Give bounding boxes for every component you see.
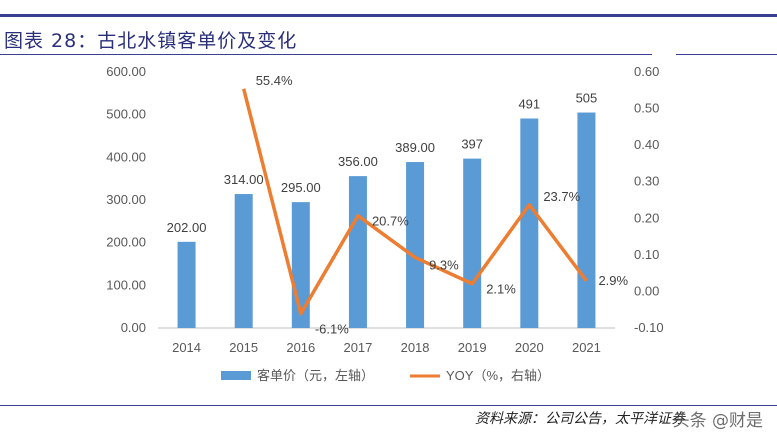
bar-value-labels: 202.00 314.00 295.00 356.00 389.00 397 491 505: [167, 91, 598, 235]
y-axis-right: -0.10 0.00 0.10 0.20 0.30 0.40 0.50 0.60: [634, 64, 664, 335]
bar-label-2019: 397: [461, 137, 483, 152]
x-tick-label: 2020: [515, 340, 544, 355]
yoy-line-series: [241, 88, 588, 316]
bottom-divider: [0, 405, 777, 406]
chart-title: 图表 28：古北水镇客单价及变化: [4, 30, 298, 52]
y-axis-left: 0.00 100.00 200.00 300.00 400.00 500.00 600.00: [106, 64, 146, 335]
legend: 客单价（元，左轴） YOY（%，右轴）: [221, 368, 550, 383]
x-axis-ticks: 2014 2015 2016 2017 2018 2019 2020 2021: [172, 340, 601, 355]
y-right-tick-label: 0.60: [634, 64, 659, 79]
bar-label-2016: 295.00: [281, 180, 321, 195]
top-rule: [0, 14, 777, 17]
yoy-line: [241, 88, 588, 316]
y-right-tick-label: 0.40: [634, 137, 659, 152]
bar-label-2020: 491: [518, 97, 540, 112]
yoy-label-2019: 2.1%: [486, 282, 516, 297]
bar-label-2017: 356.00: [338, 154, 378, 169]
legend-bar-swatch: [221, 371, 251, 380]
title-divider-right: [676, 54, 777, 55]
x-tick-label: 2017: [343, 340, 372, 355]
yoy-label-2015: 55.4%: [256, 73, 293, 88]
y-left-tick-label: 300.00: [106, 192, 146, 207]
yoy-label-2018: 9.3%: [429, 257, 459, 272]
bar-label-2014: 202.00: [167, 220, 207, 235]
y-right-tick-label: 0.50: [634, 101, 659, 116]
x-tick-label: 2015: [229, 340, 258, 355]
watermark: 头条 @财是: [672, 411, 763, 431]
y-right-tick-label: -0.10: [634, 320, 664, 335]
yoy-value-labels: 55.4% -6.1% 20.7% 9.3% 2.1% 23.7% 2.9%: [256, 73, 629, 337]
yoy-label-2017: 20.7%: [372, 214, 409, 229]
yoy-label-2020: 23.7%: [543, 189, 580, 204]
legend-line-label: YOY（%，右轴）: [446, 368, 550, 383]
y-right-tick-label: 0.30: [634, 174, 659, 189]
bar-2019: [463, 158, 482, 328]
bar-2014: [177, 241, 196, 328]
yoy-label-2021: 2.9%: [598, 273, 628, 288]
bar-2021: [577, 112, 596, 329]
y-left-tick-label: 600.00: [106, 64, 146, 79]
y-right-tick-label: 0.20: [634, 210, 659, 225]
y-left-tick-label: 200.00: [106, 235, 146, 250]
yoy-label-2016: -6.1%: [315, 322, 349, 337]
y-left-tick-label: 100.00: [106, 277, 146, 292]
bar-label-2021: 505: [576, 91, 598, 106]
x-tick-label: 2018: [401, 340, 430, 355]
legend-bar-label: 客单价（元，左轴）: [257, 368, 374, 383]
source-note: 资料来源：公司公告，太平洋证券: [475, 411, 685, 427]
y-left-tick-label: 0.00: [121, 320, 146, 335]
y-right-tick-label: 0.00: [634, 283, 659, 298]
bar-2017: [348, 176, 367, 328]
x-tick-label: 2021: [572, 340, 601, 355]
x-tick-label: 2019: [458, 340, 487, 355]
x-tick-label: 2016: [286, 340, 315, 355]
y-left-tick-label: 500.00: [106, 107, 146, 122]
title-divider: [0, 54, 652, 55]
bar-label-2015: 314.00: [224, 172, 264, 187]
y-left-tick-label: 400.00: [106, 149, 146, 164]
bar-2015: [234, 194, 253, 328]
x-tick-label: 2014: [172, 340, 201, 355]
bar-2018: [406, 162, 425, 328]
bar-label-2018: 389.00: [395, 140, 435, 155]
y-right-tick-label: 0.10: [634, 247, 659, 262]
bar-2020: [520, 118, 539, 328]
